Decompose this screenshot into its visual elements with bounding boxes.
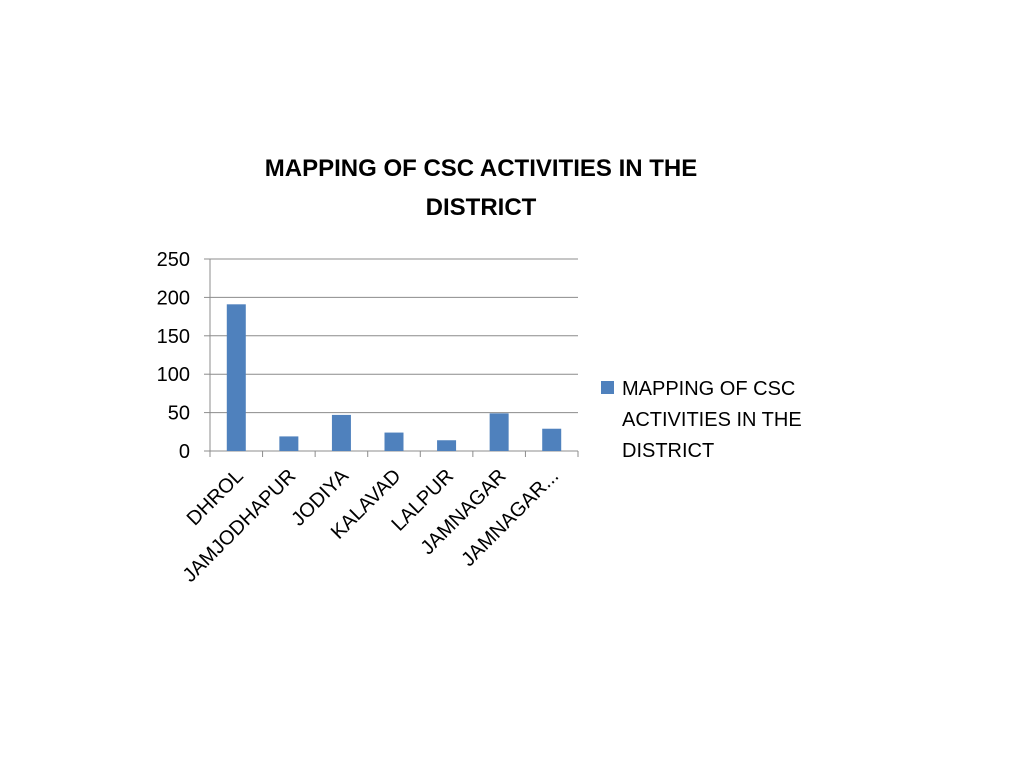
y-tick-label: 150	[157, 326, 190, 348]
bar-jamnagar-	[542, 428, 562, 451]
legend-swatch	[601, 381, 614, 394]
y-tick-label: 50	[168, 403, 190, 425]
legend-label-line-1: MAPPING OF CSC	[622, 378, 795, 400]
chart-title-line-1: MAPPING OF CSC ACTIVITIES IN THE	[265, 155, 697, 182]
y-tick-label: 200	[157, 287, 190, 309]
legend: MAPPING OF CSC ACTIVITIES IN THE DISTRIC…	[601, 378, 802, 462]
x-tick-labels: DHROLJAMJODHAPURJODIYAKALAVADLALPURJAMNA…	[179, 465, 563, 587]
gridlines	[210, 258, 578, 414]
bar-dhrol	[226, 304, 246, 451]
y-tick-label: 100	[157, 364, 190, 386]
bar-jamnagar	[489, 413, 509, 451]
chart-title-line-2: DISTRICT	[426, 194, 537, 221]
bars	[226, 304, 562, 451]
bar-kalavad	[384, 432, 404, 451]
legend-label-line-2: ACTIVITIES IN THE	[622, 409, 802, 431]
y-tick-labels: 0 50 100 150 200 250	[157, 249, 190, 463]
bar-jodiya	[331, 414, 351, 451]
bar-jamjodhapur	[279, 436, 299, 451]
bar-lalpur	[437, 440, 457, 451]
y-tick-label: 0	[179, 441, 190, 463]
axes	[204, 258, 579, 457]
legend-label-line-3: DISTRICT	[622, 440, 714, 462]
y-tick-label: 250	[157, 249, 190, 271]
chart-title: MAPPING OF CSC ACTIVITIES IN THE DISTRIC…	[265, 155, 697, 221]
